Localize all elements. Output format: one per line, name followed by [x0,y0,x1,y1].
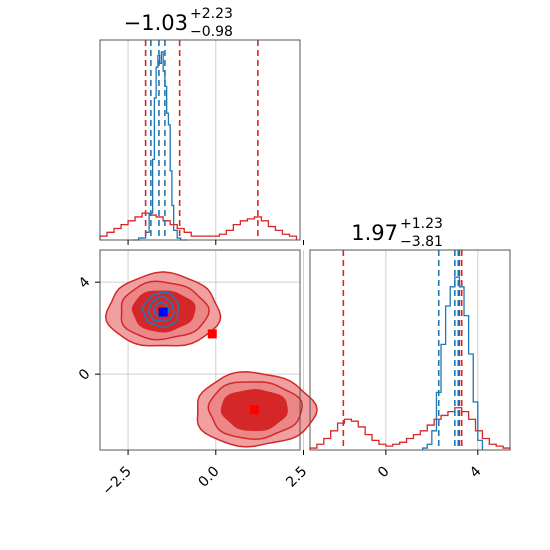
truth-marker-3 [158,307,168,317]
axes-frame [99,249,301,451]
title-param2-plus: +1.23 [400,216,443,232]
p2-x-tick-label: 0 [375,464,393,482]
truth-marker-1 [249,405,259,415]
joint-y-tick-label: 4 [76,274,94,292]
axes-frame [99,39,301,241]
title-param1-plus: +2.23 [190,6,233,22]
marginal-histogram-param2: 0 4 1.97 +1.23 −3.81 [309,216,511,482]
axes-frame [309,249,511,451]
blue-contour-level-2 [147,295,175,323]
truth-marker-2 [207,329,217,339]
title-param2-median: 1.97 [351,221,398,245]
histogram-red [309,407,511,450]
p2-x-tick-label: 4 [467,463,485,481]
blue-contour-level-1 [141,291,179,329]
joint-contour-plot: −2.5 0.0 2.5 0 4 [76,249,318,499]
joint-x-tick-label: 2.5 [283,464,310,491]
joint-y-tick-label: 0 [76,366,94,384]
histogram-blue [421,276,484,450]
histogram-red [99,212,298,240]
joint-x-tick-label: 0.0 [196,464,223,491]
histogram-blue [131,51,188,241]
title-param2-minus: −3.81 [400,234,443,250]
title-param1-median: −1.03 [124,11,188,35]
joint-x-tick-label: −2.5 [100,464,135,499]
title-param1-minus: −0.98 [190,24,233,40]
marginal-histogram-param1: −1.03 +2.23 −0.98 [99,6,305,245]
